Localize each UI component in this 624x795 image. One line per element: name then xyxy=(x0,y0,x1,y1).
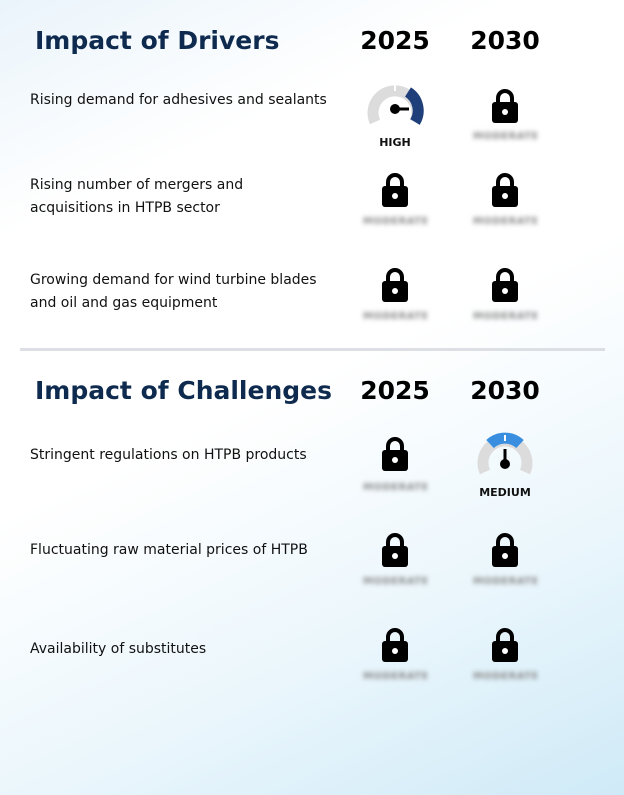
locked-cell[interactable]: MODERATE xyxy=(355,526,435,606)
driver-row: Rising demand for adhesives and sealants… xyxy=(0,80,624,160)
challenges-year-2030: 2030 xyxy=(470,376,540,405)
challenge-label: Fluctuating raw material prices of HTPB xyxy=(30,542,308,558)
challenge-row: Stringent regulations on HTPB products M… xyxy=(0,430,624,510)
drivers-year-2030: 2030 xyxy=(470,26,540,55)
lock-icon xyxy=(492,268,518,302)
lock-icon xyxy=(492,533,518,567)
blurred-value: MODERATE xyxy=(363,482,427,493)
lock-icon xyxy=(492,628,518,662)
blurred-value: MODERATE xyxy=(363,311,427,322)
challenge-row: Availability of substitutes MODERATE MOD… xyxy=(0,621,624,701)
impact-gauge-high: HIGH xyxy=(355,80,435,160)
lock-icon xyxy=(382,533,408,567)
locked-cell[interactable]: MODERATE xyxy=(355,621,435,701)
lock-icon xyxy=(492,89,518,123)
blurred-value: MODERATE xyxy=(363,671,427,682)
drivers-title: Impact of Drivers xyxy=(35,26,280,55)
driver-row: Rising number of mergers and acquisition… xyxy=(0,166,624,246)
challenge-row: Fluctuating raw material prices of HTPB … xyxy=(0,526,624,606)
blurred-value: MODERATE xyxy=(363,216,427,227)
lock-icon xyxy=(492,173,518,207)
lock-icon xyxy=(382,437,408,471)
driver-label: Rising demand for adhesives and sealants xyxy=(30,92,327,108)
drivers-year-2025: 2025 xyxy=(360,26,430,55)
locked-cell[interactable]: MODERATE xyxy=(355,166,435,246)
blurred-value: MODERATE xyxy=(473,576,537,587)
lock-icon xyxy=(382,628,408,662)
locked-cell[interactable]: MODERATE xyxy=(355,261,435,341)
locked-cell[interactable]: MODERATE xyxy=(465,261,545,341)
impact-gauge-medium: MEDIUM xyxy=(465,430,545,510)
driver-label: Growing demand for wind turbine blades a… xyxy=(30,272,317,311)
gauge-label: MEDIUM xyxy=(479,486,531,499)
driver-row: Growing demand for wind turbine blades a… xyxy=(0,261,624,341)
blurred-value: MODERATE xyxy=(473,216,537,227)
blurred-value: MODERATE xyxy=(473,311,537,322)
locked-cell[interactable]: MODERATE xyxy=(465,166,545,246)
locked-cell[interactable]: MODERATE xyxy=(465,80,545,160)
locked-cell[interactable]: MODERATE xyxy=(355,430,435,510)
locked-cell[interactable]: MODERATE xyxy=(465,621,545,701)
challenges-year-2025: 2025 xyxy=(360,376,430,405)
lock-icon xyxy=(382,268,408,302)
lock-icon xyxy=(382,173,408,207)
challenge-label: Stringent regulations on HTPB products xyxy=(30,447,307,463)
gauge-high-icon xyxy=(367,85,424,125)
locked-cell[interactable]: MODERATE xyxy=(465,526,545,606)
gauge-medium-icon xyxy=(477,432,533,475)
gauge-label: HIGH xyxy=(379,136,411,149)
section-divider xyxy=(20,348,605,351)
challenges-title: Impact of Challenges xyxy=(35,376,332,405)
blurred-value: MODERATE xyxy=(363,576,427,587)
blurred-value: MODERATE xyxy=(473,131,537,142)
driver-label: Rising number of mergers and acquisition… xyxy=(30,177,244,216)
blurred-value: MODERATE xyxy=(473,671,537,682)
challenge-label: Availability of substitutes xyxy=(30,641,207,657)
